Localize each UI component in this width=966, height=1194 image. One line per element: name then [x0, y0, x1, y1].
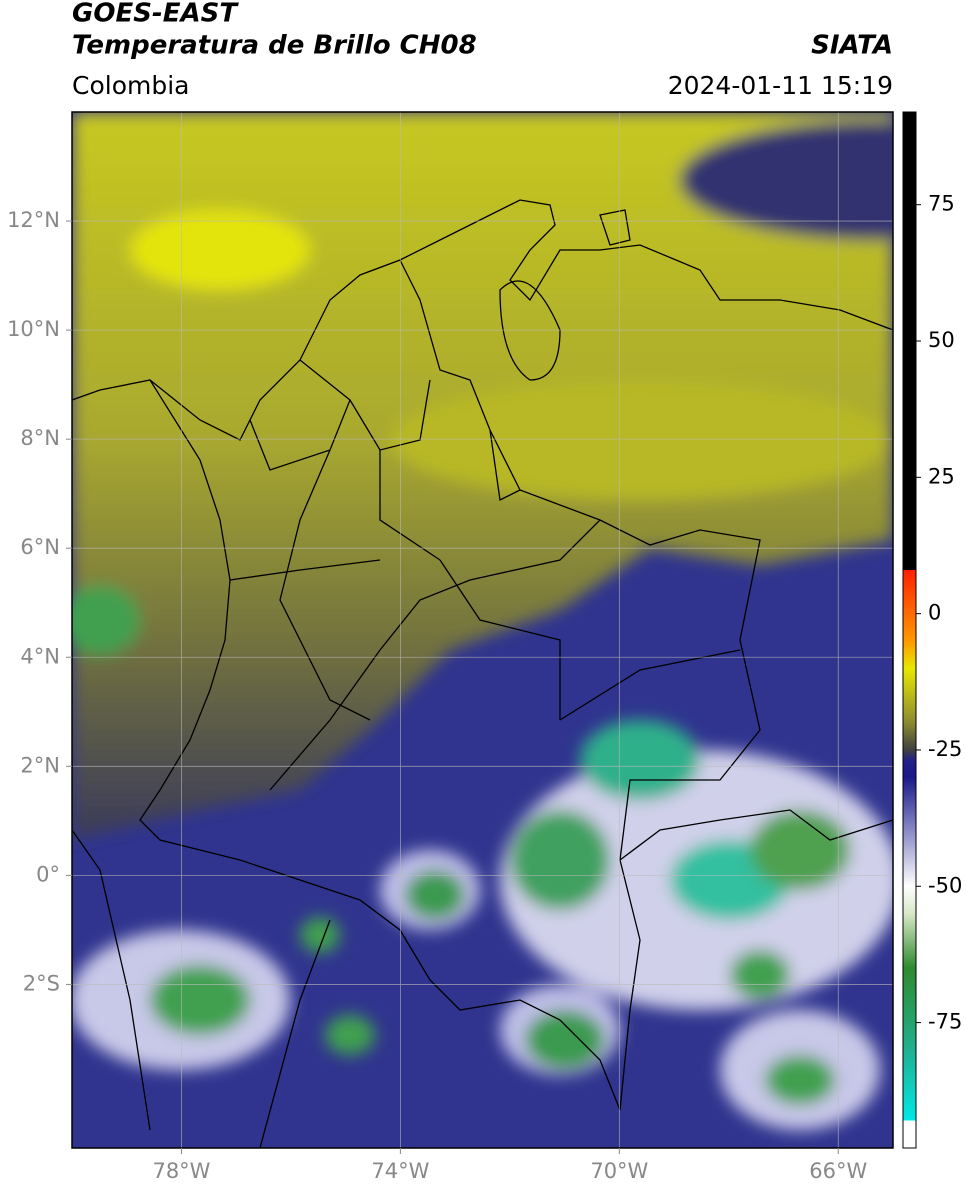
subtitle: Temperatura de Brillo CH08: [72, 31, 477, 61]
colorbar-tick-label: -25: [928, 737, 962, 761]
x-tick-label: 74°W: [371, 1159, 429, 1183]
region: Colombia: [72, 71, 189, 100]
title: GOES-EAST: [72, 0, 239, 29]
satellite-image: [72, 112, 893, 1148]
colorbar-tick-label: -75: [928, 1010, 962, 1034]
x-tick-label: 66°W: [809, 1159, 867, 1183]
y-tick-label: 6°N: [20, 535, 60, 559]
y-tick-label: 2°S: [23, 971, 60, 995]
colorbar-tick-label: 0: [928, 601, 941, 625]
colorbar-tick-label: 50: [928, 328, 955, 352]
y-tick-label: 12°N: [7, 208, 60, 232]
map-frame: [71, 111, 894, 1149]
y-tick-label: 4°N: [20, 644, 60, 668]
colorbar: [902, 111, 917, 1149]
y-tick-label: 10°N: [7, 317, 60, 341]
colorbar-tick-label: 25: [928, 464, 955, 488]
y-tick-label: 8°N: [20, 426, 60, 450]
y-tick-label: 2°N: [20, 753, 60, 777]
x-tick-label: 78°W: [152, 1159, 210, 1183]
colorbar-tick-label: -50: [928, 873, 962, 897]
x-tick-label: 70°W: [590, 1159, 648, 1183]
colorbar-tick-label: 75: [928, 192, 955, 216]
source: SIATA: [811, 31, 893, 61]
timestamp: 2024-01-11 15:19: [668, 71, 893, 100]
y-tick-label: 0°: [36, 862, 60, 886]
